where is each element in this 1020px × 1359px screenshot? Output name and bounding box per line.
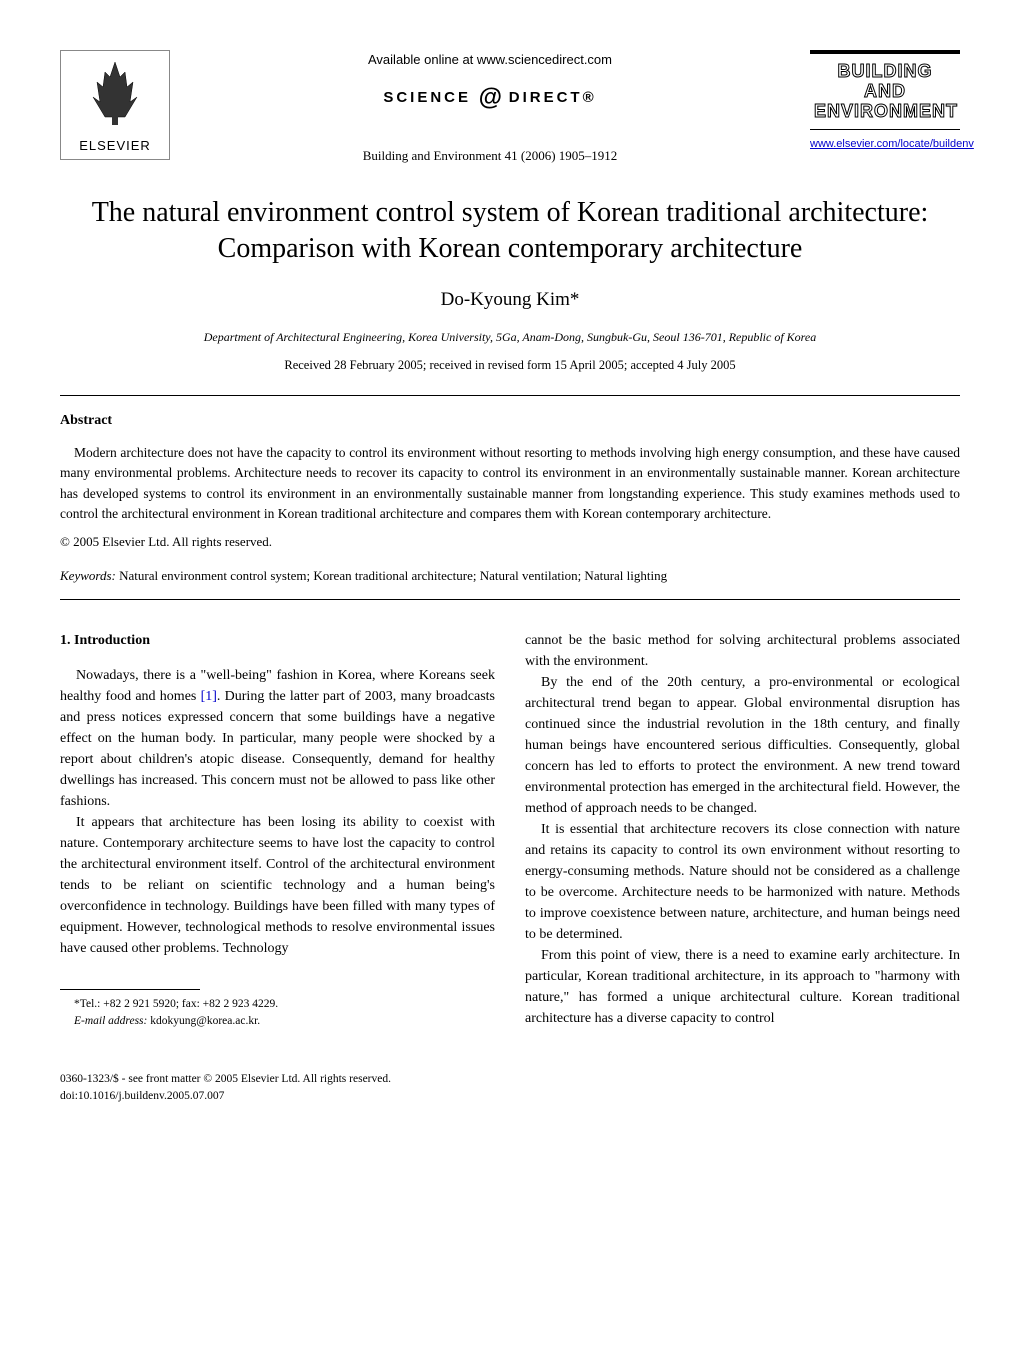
- divider: [60, 599, 960, 600]
- journal-citation: Building and Environment 41 (2006) 1905–…: [190, 146, 790, 166]
- keywords-line: Keywords: Natural environment control sy…: [60, 566, 960, 586]
- body-columns: 1. Introduction Nowadays, there is a "we…: [60, 630, 960, 1031]
- intro-para-cont: cannot be the basic method for solving a…: [525, 630, 960, 672]
- footer-issn: 0360-1323/$ - see front matter © 2005 El…: [60, 1071, 960, 1088]
- journal-logo-line2: ENVIRONMENT: [814, 102, 956, 122]
- author-affiliation: Department of Architectural Engineering,…: [60, 328, 960, 346]
- science-direct-prefix: SCIENCE: [383, 88, 471, 105]
- left-column: 1. Introduction Nowadays, there is a "we…: [60, 630, 495, 1031]
- publisher-name: ELSEVIER: [79, 136, 151, 156]
- footnote-email: E-mail address: kdokyung@korea.ac.kr.: [60, 1013, 495, 1030]
- abstract-section: Abstract Modern architecture does not ha…: [60, 410, 960, 585]
- journal-url-link[interactable]: www.elsevier.com/locate/buildenv: [810, 136, 960, 153]
- journal-logo-line1: BUILDING AND: [814, 62, 956, 102]
- abstract-copyright: © 2005 Elsevier Ltd. All rights reserved…: [60, 532, 960, 552]
- intro-para-4: It is essential that architecture recove…: [525, 819, 960, 945]
- footer-doi: doi:10.1016/j.buildenv.2005.07.007: [60, 1088, 960, 1105]
- science-direct-suffix: DIRECT®: [509, 88, 597, 105]
- header-center: Available online at www.sciencedirect.co…: [170, 50, 810, 165]
- publisher-logo: ELSEVIER: [60, 50, 170, 160]
- intro-para-1: Nowadays, there is a "well-being" fashio…: [60, 665, 495, 812]
- title-block: The natural environment control system o…: [60, 195, 960, 375]
- intro-para-2: It appears that architecture has been lo…: [60, 812, 495, 959]
- section-heading-intro: 1. Introduction: [60, 630, 495, 651]
- header-row: ELSEVIER Available online at www.science…: [60, 50, 960, 165]
- email-label: E-mail address:: [74, 1015, 147, 1027]
- divider: [60, 395, 960, 396]
- intro-para-3: By the end of the 20th century, a pro-en…: [525, 672, 960, 819]
- footnote-contact: *Tel.: +82 2 921 5920; fax: +82 2 923 42…: [60, 996, 495, 1013]
- keywords-content: Natural environment control system; Kore…: [116, 568, 667, 583]
- abstract-heading: Abstract: [60, 410, 960, 431]
- abstract-text: Modern architecture does not have the ca…: [60, 443, 960, 524]
- journal-logo: BUILDING AND ENVIRONMENT: [810, 50, 960, 130]
- keywords-label: Keywords:: [60, 568, 116, 583]
- right-column: cannot be the basic method for solving a…: [525, 630, 960, 1031]
- citation-link[interactable]: [1]: [201, 689, 217, 704]
- available-online-text: Available online at www.sciencedirect.co…: [190, 50, 790, 70]
- article-dates: Received 28 February 2005; received in r…: [60, 356, 960, 375]
- footnote-divider: [60, 989, 200, 990]
- journal-logo-box: BUILDING AND ENVIRONMENT www.elsevier.co…: [810, 50, 960, 153]
- science-direct-at-icon: @: [478, 84, 501, 111]
- author-name: Do-Kyoung Kim*: [60, 286, 960, 315]
- elsevier-tree-icon: [85, 57, 145, 136]
- email-value: kdokyung@korea.ac.kr.: [147, 1015, 260, 1027]
- para-text: . During the latter part of 2003, many b…: [60, 689, 495, 809]
- intro-para-5: From this point of view, there is a need…: [525, 945, 960, 1029]
- article-title: The natural environment control system o…: [60, 195, 960, 268]
- science-direct-logo: SCIENCE @ DIRECT®: [190, 80, 790, 116]
